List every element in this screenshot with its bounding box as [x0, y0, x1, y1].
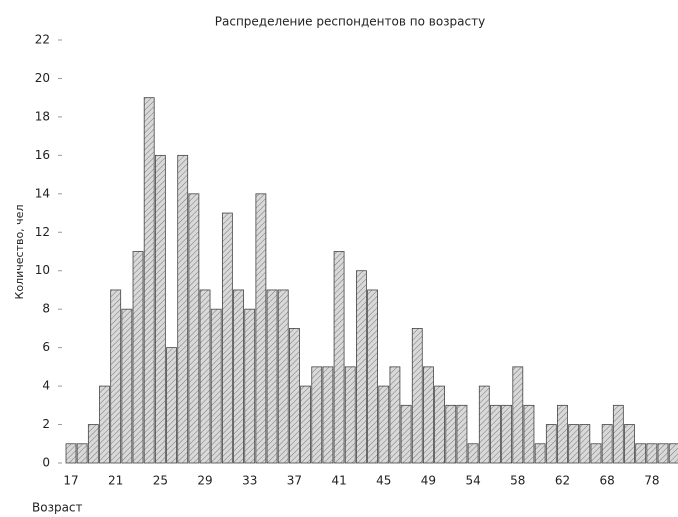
bar	[288, 328, 300, 464]
x-tick-label: 62	[555, 474, 570, 488]
x-tick-label: 54	[465, 474, 480, 488]
bar	[322, 366, 334, 464]
bar	[233, 289, 244, 464]
x-tick-label: 58	[510, 474, 525, 488]
x-tick-label: 25	[153, 474, 168, 488]
bar	[456, 404, 468, 464]
bar	[87, 424, 99, 464]
y-tick-label: 12	[35, 225, 50, 239]
y-tick-label: 14	[35, 186, 50, 200]
bar	[501, 404, 513, 464]
bar	[356, 270, 367, 464]
bar	[646, 443, 658, 464]
bar	[344, 366, 356, 464]
bar	[99, 385, 110, 464]
y-tick-label: 22	[35, 33, 50, 47]
bar	[467, 443, 479, 464]
bar	[266, 289, 278, 464]
x-tick-label: 17	[63, 474, 78, 488]
bar	[668, 443, 678, 464]
y-tick-label: 6	[42, 340, 50, 354]
bar	[177, 154, 189, 464]
bar	[624, 424, 635, 464]
bar	[657, 443, 669, 464]
bar	[76, 443, 88, 464]
y-tick-label: 4	[42, 379, 50, 393]
bar	[612, 404, 624, 464]
bar	[367, 289, 378, 464]
bar	[121, 308, 133, 464]
bar	[601, 424, 613, 464]
y-tick-label: 20	[35, 71, 50, 85]
bar	[579, 424, 591, 464]
bar	[221, 212, 233, 464]
bar	[478, 385, 490, 464]
bar	[166, 347, 177, 464]
bar	[445, 404, 457, 464]
bar	[188, 193, 200, 464]
bar	[423, 366, 434, 464]
y-tick-label: 16	[35, 148, 50, 162]
y-axis-title: Количество, чел	[13, 205, 26, 300]
bar	[512, 366, 524, 464]
bar	[199, 289, 211, 464]
bar	[333, 251, 345, 464]
x-tick-label: 21	[108, 474, 123, 488]
bar	[65, 443, 77, 464]
bar	[378, 385, 390, 464]
bar	[389, 366, 401, 464]
bar	[154, 154, 166, 464]
x-tick-label: 29	[197, 474, 212, 488]
x-tick-label: 78	[644, 474, 659, 488]
y-tick-label: 8	[42, 302, 50, 316]
x-tick-label: 41	[331, 474, 346, 488]
x-axis-title: Возраст	[32, 501, 83, 515]
x-tick-label: 49	[421, 474, 436, 488]
bar	[490, 404, 501, 464]
bar	[210, 308, 222, 464]
y-tick-label: 10	[35, 263, 50, 277]
bar	[255, 193, 267, 464]
bar	[400, 404, 412, 464]
bar	[411, 328, 423, 464]
x-tick-label: 37	[287, 474, 302, 488]
bar	[545, 424, 557, 464]
bar	[568, 424, 580, 464]
bar	[277, 289, 289, 464]
bar	[434, 385, 446, 464]
x-tick-label: 68	[600, 474, 615, 488]
bar	[590, 443, 602, 464]
x-tick-label: 33	[242, 474, 257, 488]
y-tick-label: 0	[42, 456, 50, 470]
bar	[143, 97, 155, 464]
bar	[523, 404, 535, 464]
bar	[635, 443, 647, 464]
bar	[534, 443, 546, 464]
bar	[244, 308, 256, 464]
y-tick-label: 18	[35, 109, 50, 123]
bar	[311, 366, 323, 464]
chart-title: Распределение респондентов по возрасту	[215, 15, 485, 29]
x-tick-label: 45	[376, 474, 391, 488]
bar	[557, 404, 568, 464]
bar	[110, 289, 122, 464]
y-tick-label: 2	[42, 417, 50, 431]
bar	[300, 385, 311, 464]
bar	[132, 251, 144, 464]
